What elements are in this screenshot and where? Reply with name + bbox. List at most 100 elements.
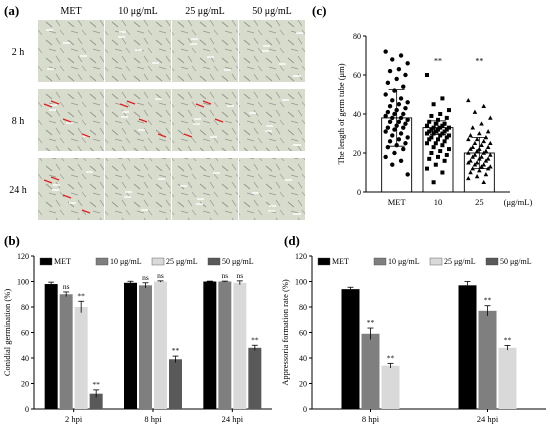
bar	[458, 285, 477, 409]
column-label-0: MET	[60, 6, 81, 17]
red-arrow	[50, 100, 60, 105]
micrograph-image	[239, 89, 305, 151]
data-point	[431, 102, 436, 107]
red-arrow	[62, 118, 72, 123]
red-arrow	[81, 133, 91, 138]
data-point	[466, 150, 471, 155]
data-point	[472, 140, 478, 146]
data-point	[479, 154, 484, 159]
data-point	[488, 115, 493, 120]
legend-swatch	[95, 257, 109, 266]
data-point	[477, 156, 482, 161]
micrograph-image	[239, 158, 305, 220]
significance-label: **	[92, 380, 100, 389]
micrograph-grid: MET 10 μg/mL 25 μg/mL 50 μg/mL 2 h 8 h 24 h	[9, 6, 305, 220]
bar	[89, 393, 103, 409]
data-point	[436, 154, 440, 159]
significance-label: **	[251, 335, 259, 344]
data-point	[444, 152, 449, 157]
data-point	[436, 117, 440, 122]
y-tick-label: 100	[295, 278, 307, 287]
red-arrow	[43, 179, 53, 184]
significance-label: **	[475, 56, 483, 65]
data-point	[466, 136, 471, 142]
red-arrow	[119, 103, 129, 108]
data-point	[485, 166, 491, 171]
legend-swatch	[317, 257, 331, 266]
data-point	[383, 154, 388, 160]
x-tick-label: 24 hpi	[477, 414, 499, 424]
data-point	[470, 154, 476, 159]
significance-label: **	[77, 291, 85, 300]
red-arrow	[43, 103, 53, 108]
legend-label: MET	[54, 257, 71, 266]
red-arrow	[214, 118, 224, 123]
data-point	[383, 49, 388, 54]
bar	[124, 282, 137, 409]
bar	[154, 281, 167, 409]
significance-label: **	[504, 336, 512, 345]
y-tick-label: 40	[353, 110, 361, 119]
micrograph-image	[38, 89, 104, 151]
data-point	[394, 143, 399, 148]
data-point	[438, 133, 443, 138]
legend-label: 10 μg/mL	[110, 257, 142, 266]
data-point	[383, 129, 388, 134]
data-point	[427, 156, 432, 161]
data-point	[470, 144, 476, 149]
legend-swatch	[207, 257, 221, 266]
data-point	[472, 109, 478, 114]
bar	[74, 307, 88, 409]
data-point	[433, 121, 438, 126]
data-point	[429, 151, 434, 155]
data-point	[433, 129, 438, 134]
significance-label: ns	[236, 271, 243, 280]
data-point	[394, 76, 399, 82]
data-point	[405, 135, 410, 140]
x-tick-label: 8 hpi	[144, 414, 162, 424]
data-point	[385, 144, 391, 150]
data-point	[390, 133, 395, 138]
data-point	[398, 115, 404, 121]
data-point	[481, 150, 487, 155]
micrograph-image	[172, 158, 238, 220]
data-point	[405, 61, 410, 66]
data-point	[429, 113, 434, 118]
data-point	[425, 73, 429, 77]
data-point	[429, 127, 434, 132]
data-point	[433, 141, 438, 146]
y-tick-label: 40	[299, 354, 307, 363]
bar	[248, 347, 262, 409]
y-tick-label: 60	[299, 329, 307, 338]
column-label-3: 50 μg/mL	[252, 6, 292, 17]
micrograph-image	[105, 158, 171, 220]
data-point	[436, 137, 440, 142]
x-tick-label: 24 hpi	[222, 414, 244, 424]
data-point	[485, 144, 491, 149]
data-point	[394, 107, 399, 113]
panel-b-label: (b)	[4, 233, 20, 248]
data-point	[466, 175, 471, 181]
data-point	[425, 131, 429, 136]
row-label-0: 2 h	[12, 47, 25, 58]
x-tick-label: MET	[388, 197, 407, 207]
data-point	[468, 170, 473, 175]
data-point	[444, 115, 449, 120]
data-point	[474, 136, 480, 142]
data-point	[442, 158, 447, 163]
data-point	[405, 172, 410, 177]
data-point	[433, 162, 438, 167]
data-point	[483, 135, 489, 140]
y-tick-label: 80	[353, 32, 361, 41]
data-point	[398, 131, 404, 136]
data-point	[392, 150, 397, 156]
red-arrow	[195, 103, 205, 108]
data-point	[479, 142, 484, 147]
data-point	[442, 139, 447, 144]
data-point	[481, 138, 487, 144]
y-tick-label: 80	[299, 303, 307, 312]
y-axis-label: The length of germ tube (μm)	[336, 63, 346, 164]
data-point	[485, 129, 491, 134]
data-point	[387, 139, 393, 144]
data-point	[440, 123, 445, 128]
